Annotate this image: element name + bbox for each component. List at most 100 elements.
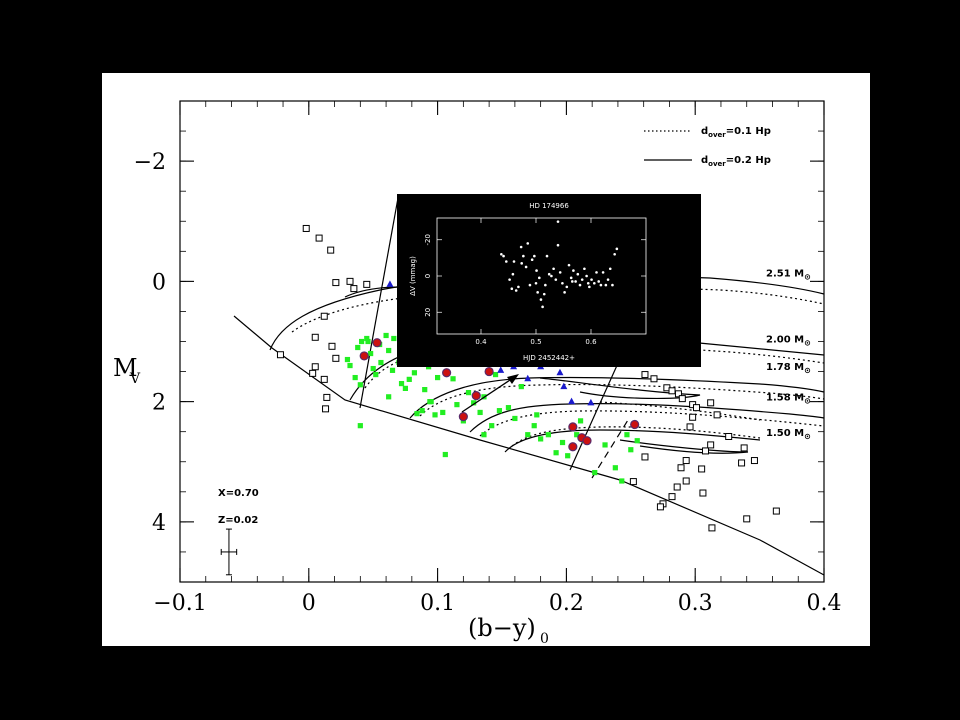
point-open-square: [332, 354, 340, 362]
inset-point: [601, 271, 605, 274]
y-tick-label: 4: [152, 511, 166, 536]
point-green-square: [344, 356, 351, 363]
inset-point: [539, 298, 543, 301]
inset-point: [511, 272, 515, 276]
point-red-dot: [359, 351, 369, 361]
point-green-square: [432, 412, 438, 418]
point-green-square: [628, 447, 634, 453]
track-1.58-solid: [469, 403, 825, 433]
track-1.50-hook: [619, 439, 749, 454]
y-axis-label: M: [113, 354, 138, 382]
inset-point: [613, 252, 616, 256]
inset-point: [567, 263, 571, 267]
inset-point: [552, 267, 555, 271]
point-red-dot: [471, 391, 481, 401]
inset-point: [595, 271, 598, 274]
inset-point: [606, 278, 610, 281]
data-points: [276, 224, 780, 532]
inset-point: [542, 292, 546, 296]
point-red-dot: [442, 368, 452, 378]
point-green-square: [365, 338, 371, 345]
point-green-square: [378, 359, 384, 366]
point-open-square: [320, 375, 328, 383]
point-green-square: [357, 382, 363, 388]
y-tick-label: 2: [152, 391, 166, 416]
inset-point: [517, 285, 520, 289]
point-open-square: [346, 277, 354, 285]
inset-point: [535, 269, 538, 272]
inset-point: [590, 278, 593, 281]
point-green-square: [450, 376, 456, 382]
point-open-square: [674, 390, 682, 398]
inset-point: [586, 281, 590, 285]
point-open-square: [698, 465, 706, 473]
legend-label-dotted: dover=0.1 Hp: [701, 126, 771, 139]
point-green-square: [352, 374, 358, 381]
point-green-square: [574, 432, 580, 438]
inset-point: [545, 254, 549, 258]
x-tick-label: −0.1: [153, 591, 206, 616]
point-green-square: [565, 453, 571, 459]
point-green-square: [389, 367, 396, 373]
inset-point: [508, 278, 511, 281]
inset-point: [526, 242, 530, 245]
point-open-square: [678, 395, 686, 403]
point-open-square: [668, 387, 676, 395]
mass-label: 1.78 M⊙: [766, 362, 811, 375]
inset-point: [544, 283, 547, 287]
point-open-square: [677, 464, 685, 472]
point-open-square: [708, 524, 716, 532]
point-open-square: [641, 371, 649, 379]
inset-light-curve: HD 174966 HJD 2452442+ ΔV (mmag) 0.4 0.5 0…: [397, 194, 701, 367]
mass-label: 1.50 M⊙: [766, 428, 811, 441]
point-red-dot: [372, 338, 382, 348]
inset-point: [585, 274, 588, 278]
inset-point: [593, 281, 596, 285]
inset-point: [588, 285, 591, 289]
x-tick-label: 0.4: [807, 591, 842, 616]
point-red-dot: [568, 442, 578, 452]
point-green-square: [592, 469, 598, 476]
track-1.50-dotted: [511, 426, 761, 447]
point-green-square: [406, 376, 412, 382]
point-open-square: [302, 224, 310, 232]
inset-point: [599, 283, 603, 287]
point-green-square: [386, 347, 392, 354]
inset-point: [604, 283, 608, 287]
point-open-square: [707, 441, 715, 449]
point-open-square: [332, 279, 340, 287]
mass-label: 1.58 M⊙: [766, 392, 811, 405]
track-1.58-hook: [599, 401, 761, 421]
inset-point: [514, 289, 518, 292]
inset-point: [583, 267, 586, 271]
inset-x-tick-label: 0.4: [475, 338, 487, 346]
point-green-square: [534, 412, 540, 418]
point-green-square: [402, 385, 408, 391]
point-blue-triangle: [587, 398, 595, 406]
point-green-square: [442, 451, 448, 458]
inset-point: [538, 276, 541, 280]
major-ticks: [179, 101, 825, 582]
inset-point: [541, 305, 544, 309]
point-green-square: [553, 450, 559, 456]
inset-point: [534, 281, 538, 285]
inset-point: [520, 262, 523, 265]
point-open-square: [682, 477, 690, 485]
inset-x-tick-label: 0.5: [530, 338, 541, 346]
point-open-square: [328, 342, 336, 350]
inset-point: [547, 272, 551, 276]
point-blue-triangle: [568, 397, 576, 405]
point-green-square: [518, 383, 524, 390]
track-1.78-hook: [539, 377, 701, 400]
point-green-square: [624, 432, 630, 438]
mass-label: 2.51 M⊙: [766, 269, 811, 282]
point-green-square: [435, 374, 441, 381]
x-tick-label: 0.2: [549, 591, 584, 616]
inset-point: [565, 285, 569, 289]
inset-point: [608, 267, 612, 271]
inset-point: [556, 243, 560, 247]
point-open-square: [629, 478, 637, 486]
instability-strip-blue-edge: [359, 197, 399, 409]
point-open-square: [713, 411, 721, 419]
point-open-square: [750, 457, 758, 465]
